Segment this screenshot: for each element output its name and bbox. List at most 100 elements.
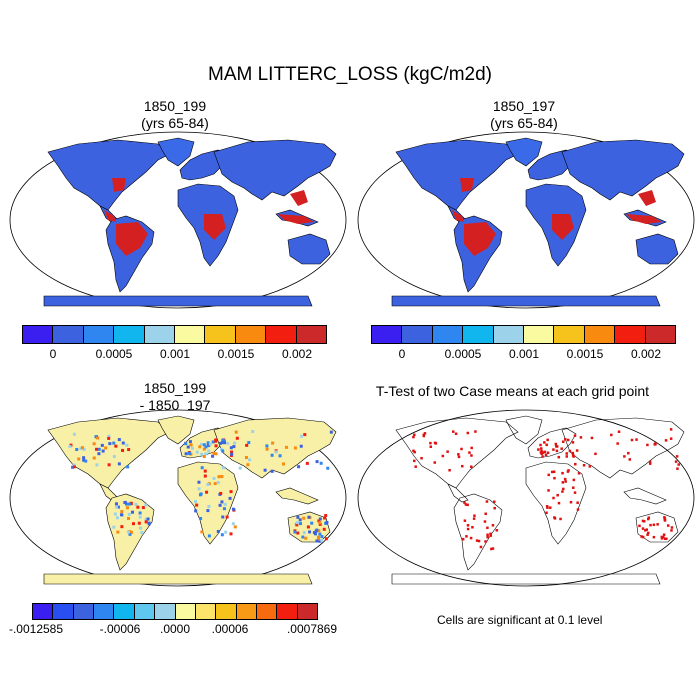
map-panel2 bbox=[357, 131, 695, 309]
continent-antarctica bbox=[43, 295, 313, 307]
high-value-region-seAsia bbox=[638, 190, 656, 206]
map-boundary bbox=[357, 409, 695, 587]
continent-indonesia bbox=[623, 487, 667, 505]
significant-cell bbox=[491, 547, 495, 550]
difference-cell bbox=[127, 530, 131, 534]
difference-cell bbox=[189, 443, 193, 447]
difference-cell bbox=[317, 519, 321, 523]
difference-cell bbox=[251, 430, 255, 434]
significant-cell bbox=[646, 533, 649, 536]
significant-cell bbox=[463, 519, 467, 522]
difference-cell bbox=[323, 516, 327, 520]
continent-asia bbox=[561, 139, 685, 201]
significant-cell bbox=[477, 539, 481, 543]
difference-cell bbox=[220, 500, 224, 504]
significant-cell bbox=[484, 540, 487, 543]
difference-cell bbox=[233, 441, 237, 445]
significant-cell bbox=[610, 433, 613, 437]
colorbar-panel1-swatch bbox=[53, 326, 84, 343]
significant-cell bbox=[654, 442, 657, 445]
difference-cell bbox=[138, 515, 142, 519]
difference-cell bbox=[184, 442, 188, 446]
panel3-title-line1: 1850_199 bbox=[143, 380, 207, 396]
panel4-title: T-Test of two Case means at each grid po… bbox=[340, 383, 685, 400]
difference-cell bbox=[121, 441, 125, 445]
difference-cell bbox=[230, 452, 234, 456]
difference-cell bbox=[128, 532, 132, 536]
colorbar-diff-swatch bbox=[277, 604, 298, 619]
difference-cell bbox=[127, 502, 131, 506]
difference-cell bbox=[326, 466, 330, 470]
significant-cell bbox=[561, 490, 564, 493]
difference-cell bbox=[317, 529, 321, 533]
difference-cell bbox=[129, 502, 133, 506]
panel1-title-line2: (yrs 65-84) bbox=[141, 115, 209, 131]
difference-cell bbox=[220, 441, 224, 445]
difference-cell bbox=[231, 522, 235, 526]
difference-cell bbox=[131, 522, 135, 526]
difference-cell bbox=[199, 492, 203, 496]
colorbar-diff-swatch bbox=[297, 604, 318, 619]
significant-cell bbox=[571, 454, 575, 457]
significant-cell bbox=[448, 468, 451, 472]
colorbar-panel2-tick-label: 0.002 bbox=[630, 347, 662, 361]
difference-cell bbox=[200, 466, 204, 470]
difference-cell bbox=[95, 447, 99, 451]
difference-cell bbox=[134, 502, 138, 506]
difference-cell bbox=[278, 454, 282, 458]
difference-cell bbox=[214, 439, 218, 443]
significant-cell bbox=[493, 500, 496, 503]
significant-cell bbox=[562, 440, 565, 443]
difference-cell bbox=[234, 430, 238, 434]
difference-cell bbox=[137, 521, 141, 525]
colorbar-diff-tick-label: .0000 bbox=[159, 622, 191, 636]
difference-cell bbox=[317, 535, 321, 539]
significant-cell bbox=[652, 535, 656, 539]
difference-cell bbox=[138, 511, 142, 515]
significant-cell bbox=[628, 458, 632, 461]
colorbar-panel2 bbox=[371, 325, 676, 344]
significant-cell bbox=[669, 437, 673, 440]
difference-cell bbox=[199, 442, 203, 446]
difference-cell bbox=[211, 454, 215, 458]
difference-cell bbox=[144, 520, 148, 524]
difference-cell bbox=[113, 512, 117, 516]
significant-cell bbox=[413, 450, 416, 454]
difference-cell bbox=[112, 441, 116, 445]
high-value-region-indonesia bbox=[626, 214, 662, 224]
continent-australia bbox=[635, 511, 679, 543]
significant-cell bbox=[479, 545, 483, 549]
colorbar-diff-swatch bbox=[114, 604, 135, 619]
high-value-region-amazon bbox=[464, 222, 496, 256]
high-value-region-eastUS bbox=[460, 178, 474, 192]
significant-cell bbox=[663, 516, 666, 519]
difference-cell bbox=[300, 434, 304, 438]
continent-southAmerica bbox=[453, 493, 503, 571]
difference-cell bbox=[116, 530, 120, 534]
significant-cell bbox=[572, 486, 575, 489]
continent-africa bbox=[525, 461, 587, 545]
significant-cell bbox=[566, 470, 570, 473]
significant-cell bbox=[644, 529, 647, 532]
continent-northAmerica bbox=[395, 139, 519, 211]
high-value-region-centralAm bbox=[452, 210, 464, 222]
difference-cell bbox=[314, 529, 318, 533]
difference-cell bbox=[124, 502, 128, 506]
difference-cell bbox=[324, 514, 328, 518]
difference-cell bbox=[95, 463, 99, 467]
difference-cell bbox=[319, 461, 323, 465]
difference-cell bbox=[233, 525, 237, 529]
significant-cell bbox=[475, 539, 479, 542]
significant-cell bbox=[414, 465, 417, 468]
difference-cell bbox=[318, 521, 322, 525]
continent-australia bbox=[287, 233, 331, 265]
difference-cell bbox=[312, 531, 316, 535]
significant-cell bbox=[457, 455, 461, 459]
significant-cell bbox=[577, 472, 581, 475]
difference-cell bbox=[80, 446, 84, 450]
difference-cell bbox=[307, 515, 311, 519]
significant-cell bbox=[463, 501, 466, 504]
significant-cell bbox=[539, 443, 542, 447]
difference-cell bbox=[320, 538, 324, 542]
difference-cell bbox=[247, 441, 251, 445]
